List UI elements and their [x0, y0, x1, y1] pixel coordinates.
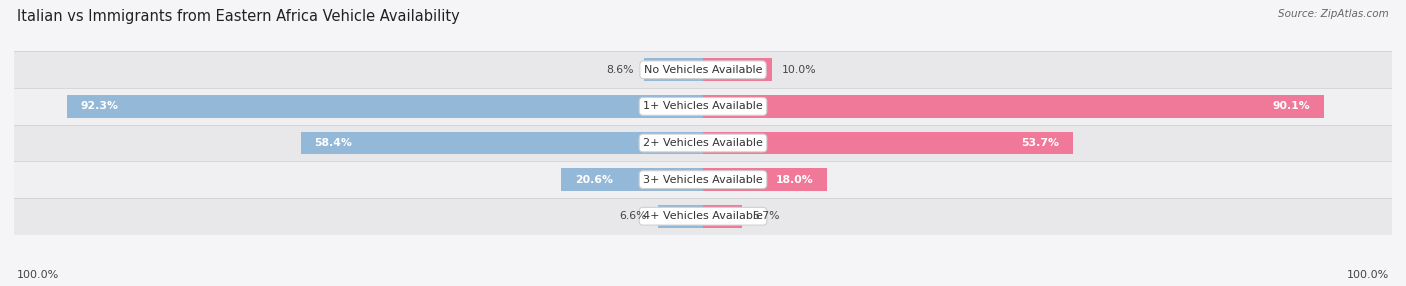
Text: 53.7%: 53.7%: [1021, 138, 1059, 148]
Text: 18.0%: 18.0%: [776, 175, 813, 184]
Text: 6.6%: 6.6%: [620, 211, 647, 221]
Bar: [703, 132, 1073, 154]
Text: 1+ Vehicles Available: 1+ Vehicles Available: [643, 102, 763, 111]
Text: 5.7%: 5.7%: [752, 211, 780, 221]
Bar: [703, 58, 772, 81]
Text: 20.6%: 20.6%: [575, 175, 613, 184]
Text: Source: ZipAtlas.com: Source: ZipAtlas.com: [1278, 9, 1389, 19]
Text: 2+ Vehicles Available: 2+ Vehicles Available: [643, 138, 763, 148]
Bar: [14, 51, 1392, 88]
Bar: [644, 58, 703, 81]
Text: 8.6%: 8.6%: [606, 65, 634, 75]
Bar: [14, 161, 1392, 198]
Text: 100.0%: 100.0%: [1347, 270, 1389, 280]
Text: 4+ Vehicles Available: 4+ Vehicles Available: [643, 211, 763, 221]
Text: 100.0%: 100.0%: [17, 270, 59, 280]
Bar: [703, 168, 827, 191]
Bar: [561, 168, 703, 191]
Bar: [301, 132, 703, 154]
Bar: [703, 95, 1323, 118]
Text: 3+ Vehicles Available: 3+ Vehicles Available: [643, 175, 763, 184]
Text: 10.0%: 10.0%: [782, 65, 817, 75]
Bar: [658, 205, 703, 228]
Bar: [14, 198, 1392, 235]
Text: 90.1%: 90.1%: [1272, 102, 1310, 111]
Bar: [67, 95, 703, 118]
Bar: [14, 88, 1392, 125]
Text: 58.4%: 58.4%: [315, 138, 353, 148]
Text: 92.3%: 92.3%: [82, 102, 120, 111]
Text: No Vehicles Available: No Vehicles Available: [644, 65, 762, 75]
Bar: [703, 205, 742, 228]
Text: Italian vs Immigrants from Eastern Africa Vehicle Availability: Italian vs Immigrants from Eastern Afric…: [17, 9, 460, 23]
Bar: [14, 125, 1392, 161]
